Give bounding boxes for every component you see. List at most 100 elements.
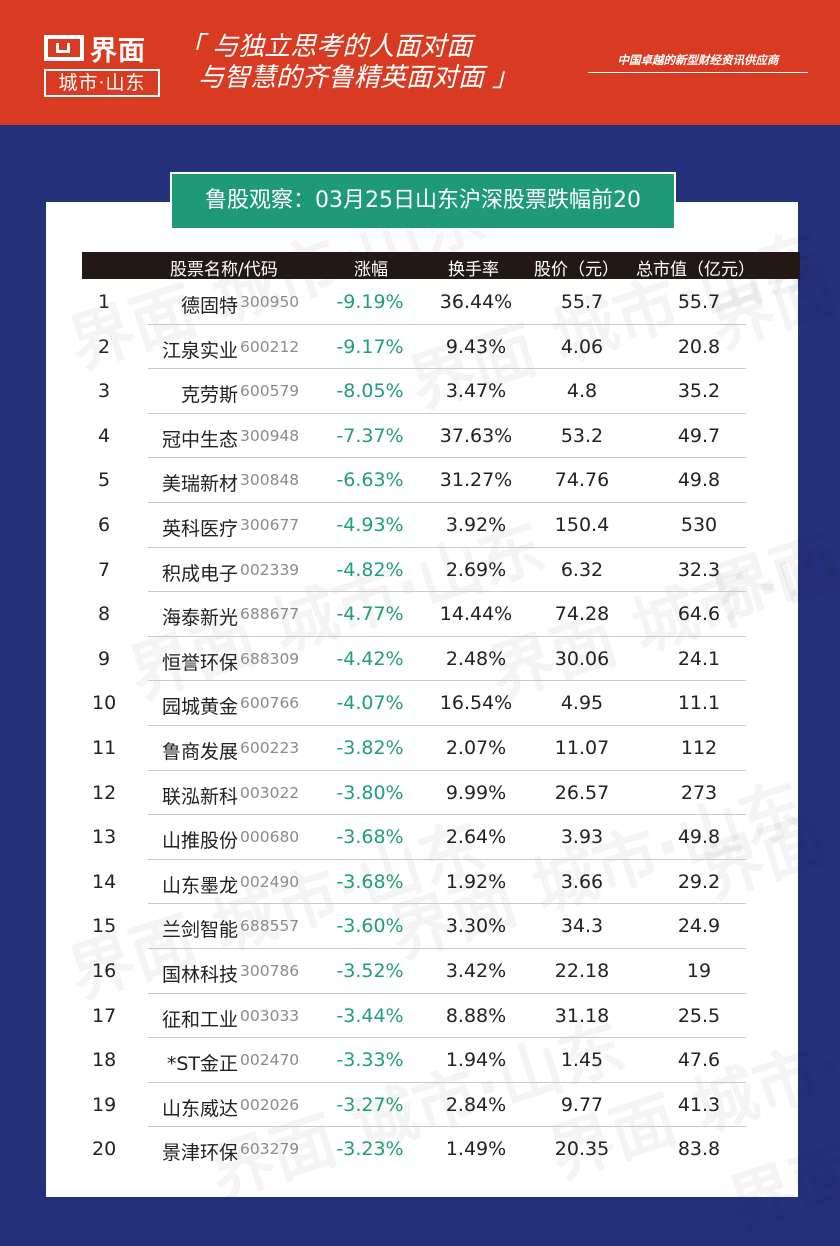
stock-price: 30.06 (554, 647, 610, 670)
brand-logo: 界面 城市·山东 (44, 30, 160, 98)
stock-name: 美瑞新材 (161, 473, 238, 496)
stock-name: 江泉实业 (161, 339, 238, 362)
row-rank: 18 (92, 1049, 117, 1072)
change-percent: -4.42% (336, 647, 404, 670)
market-cap: 25.5 (677, 1004, 721, 1027)
stock-name: 英科医疗 (161, 518, 238, 540)
row-rank: 7 (97, 558, 111, 581)
page-title: 鲁股观察：03月25日山东沪深股票跌幅前20 (170, 172, 676, 230)
row-rank: 2 (97, 335, 111, 358)
market-cap: 273 (680, 781, 718, 804)
market-cap: 64.6 (677, 603, 721, 626)
stock-code: 002470 (240, 1051, 300, 1070)
turnover-rate: 1.94% (445, 1049, 507, 1072)
turnover-rate: 3.30% (445, 915, 507, 938)
stock-price: 4.06 (560, 335, 604, 358)
stock-price: 26.57 (554, 781, 610, 804)
turnover-rate: 3.47% (445, 380, 507, 403)
table-row: 15 兰剑智能 688557 -3.60% 3.30% 34.3 24.9 (0, 904, 840, 949)
stock-code: 300677 (240, 516, 300, 534)
table-header: 股票名称/代码 涨幅 换手率 股价（元） 总市值（亿元） (82, 252, 800, 280)
stock-code: 003033 (240, 1006, 300, 1025)
stock-code: 300786 (240, 962, 300, 980)
market-cap: 20.8 (677, 335, 721, 358)
turnover-rate: 3.42% (445, 960, 507, 982)
row-rank: 11 (92, 737, 117, 759)
market-cap: 32.3 (677, 558, 721, 581)
market-cap: 24.1 (677, 647, 721, 670)
stock-price: 1.45 (560, 1049, 604, 1072)
row-rank: 20 (92, 1138, 117, 1161)
table-row: 12 联泓新科 003022 -3.80% 9.99% 26.57 273 (0, 771, 840, 816)
stock-code: 600579 (240, 382, 300, 401)
stock-name: 鲁商发展 (161, 741, 238, 763)
header-name-code: 股票名称/代码 (170, 260, 278, 280)
market-cap: 24.9 (677, 915, 721, 938)
stock-code: 300950 (240, 293, 300, 311)
tagline: 中国卓越的新型财经资讯供应商 (588, 52, 808, 73)
turnover-rate: 2.07% (445, 737, 507, 759)
stock-price: 34.3 (560, 915, 604, 938)
stock-price: 6.32 (560, 558, 604, 581)
turnover-rate: 8.88% (445, 1004, 507, 1027)
turnover-rate: 37.63% (439, 424, 513, 447)
table-row: 20 景津环保 603279 -3.23% 1.49% 20.35 83.8 (0, 1127, 840, 1172)
turnover-rate: 9.43% (445, 335, 507, 358)
change-percent: -4.77% (336, 603, 404, 626)
turnover-rate: 2.64% (445, 826, 507, 849)
header-price: 股价（元） (534, 260, 619, 280)
row-rank: 10 (92, 692, 117, 715)
stock-price: 20.35 (554, 1138, 610, 1161)
change-percent: -3.27% (336, 1093, 404, 1116)
change-percent: -3.44% (336, 1004, 404, 1027)
row-rank: 15 (92, 915, 117, 938)
table-row: 17 征和工业 003033 -3.44% 8.88% 31.18 25.5 (0, 994, 840, 1039)
turnover-rate: 9.99% (445, 781, 507, 804)
market-cap: 41.3 (677, 1093, 721, 1116)
market-cap: 55.7 (677, 291, 721, 313)
stock-price: 53.2 (560, 424, 604, 447)
turnover-rate: 36.44% (439, 291, 513, 313)
stock-code: 600766 (240, 694, 300, 713)
change-percent: -3.68% (336, 826, 404, 849)
header-change: 涨幅 (354, 260, 388, 280)
table-row: 9 恒誉环保 688309 -4.42% 2.48% 30.06 24.1 (0, 637, 840, 682)
market-cap: 49.7 (677, 424, 721, 447)
stock-name: 海泰新光 (161, 607, 238, 630)
stock-code: 688677 (240, 605, 300, 624)
jiemian-logo-icon (44, 35, 84, 61)
stock-price: 9.77 (560, 1093, 604, 1116)
turnover-rate: 2.69% (445, 558, 507, 581)
change-percent: -4.07% (336, 692, 404, 715)
slogan-line-1: 「 与独立思考的人面对面 (178, 32, 473, 62)
change-percent: -3.23% (336, 1138, 404, 1161)
stock-name: 克劳斯 (180, 384, 238, 407)
slogan-line-2: 与智慧的齐鲁精英面对面 」 (198, 63, 519, 93)
change-percent: -3.82% (336, 737, 404, 759)
table-row: 11 鲁商发展 600223 -3.82% 2.07% 11.07 112 (0, 726, 840, 771)
logo-subtitle: 城市·山东 (44, 69, 160, 97)
table-row: 10 园城黄金 600766 -4.07% 16.54% 4.95 11.1 (0, 681, 840, 726)
stock-price: 4.95 (560, 692, 604, 715)
stock-price: 55.7 (560, 291, 604, 313)
row-rank: 13 (92, 826, 117, 849)
stock-name: 山东墨龙 (161, 874, 238, 897)
row-rank: 5 (97, 469, 111, 492)
market-cap: 29.2 (677, 870, 721, 893)
stock-name: 征和工业 (161, 1008, 238, 1031)
header-market-cap: 总市值（亿元） (636, 260, 755, 280)
row-rank: 19 (92, 1093, 117, 1116)
stock-name: 恒誉环保 (161, 651, 238, 674)
table-row: 5 美瑞新材 300848 -6.63% 31.27% 74.76 49.8 (0, 458, 840, 503)
turnover-rate: 1.49% (445, 1138, 507, 1161)
table-row: 18 *ST金正 002470 -3.33% 1.94% 1.45 47.6 (0, 1038, 840, 1083)
change-percent: -3.68% (336, 870, 404, 893)
change-percent: -7.37% (336, 424, 404, 447)
market-cap: 49.8 (677, 826, 721, 849)
row-rank: 14 (92, 870, 117, 893)
stock-price: 22.18 (554, 960, 610, 982)
stock-price: 74.76 (554, 469, 610, 492)
market-cap: 530 (680, 514, 718, 536)
turnover-rate: 3.92% (445, 514, 507, 536)
change-percent: -6.63% (336, 469, 404, 492)
